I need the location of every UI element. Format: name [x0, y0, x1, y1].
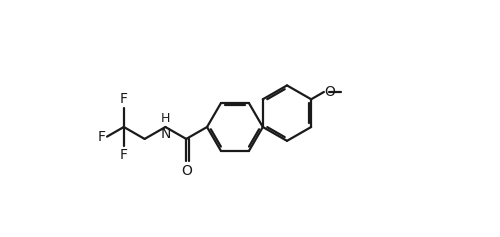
Text: H: H	[160, 113, 170, 125]
Text: O: O	[324, 85, 336, 99]
Text: O: O	[181, 164, 192, 178]
Text: F: F	[98, 130, 106, 144]
Text: F: F	[120, 92, 128, 106]
Text: F: F	[120, 148, 128, 162]
Text: N: N	[160, 127, 170, 141]
